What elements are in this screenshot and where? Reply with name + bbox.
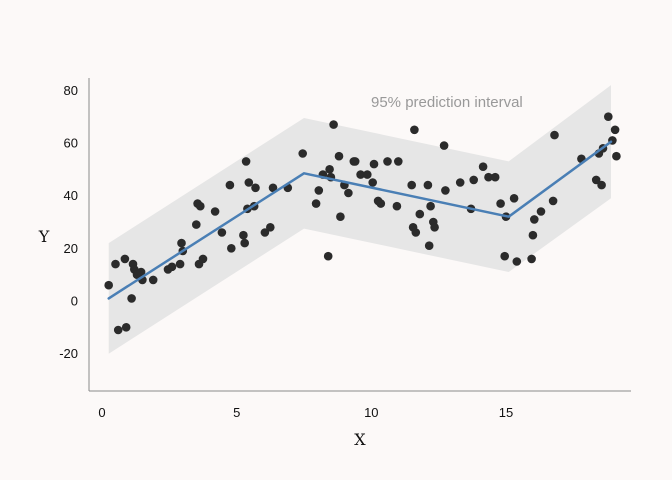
data-point: [478, 162, 488, 171]
data-point: [298, 149, 308, 158]
data-point: [369, 159, 379, 169]
data-point: [120, 254, 130, 264]
data-point: [148, 275, 158, 285]
data-point: [192, 220, 201, 229]
data-point: [113, 325, 123, 335]
data-point: [329, 120, 338, 129]
data-point: [536, 207, 546, 216]
data-point: [368, 178, 378, 187]
data-point: [314, 186, 324, 195]
data-point: [244, 178, 254, 187]
data-point: [356, 170, 365, 179]
data-point: [167, 262, 177, 272]
prediction-interval-annotation: 95% prediction interval: [371, 94, 523, 111]
data-point: [411, 228, 421, 237]
data-point: [423, 180, 433, 190]
data-point: [527, 254, 536, 264]
data-point: [350, 157, 360, 166]
data-point: [111, 259, 120, 269]
x-axis-title: X: [354, 430, 366, 449]
data-point: [227, 244, 236, 253]
data-points: [104, 112, 621, 335]
data-point: [336, 212, 345, 221]
data-point: [240, 238, 249, 248]
data-point: [177, 238, 186, 248]
data-point: [323, 251, 333, 261]
data-point: [407, 180, 417, 190]
y-axis-title: Y: [38, 227, 50, 246]
y-tick-label: -20: [59, 346, 78, 361]
data-point: [210, 207, 220, 216]
data-point: [530, 215, 539, 224]
data-point: [268, 183, 278, 193]
x-tick-label: 15: [499, 405, 513, 420]
data-point: [225, 180, 235, 190]
data-point: [548, 196, 558, 206]
data-point: [597, 180, 606, 190]
data-point: [509, 194, 519, 203]
y-tick-label: 60: [64, 136, 78, 151]
data-point: [239, 230, 248, 240]
data-point: [439, 141, 449, 150]
data-point: [127, 294, 136, 303]
data-point: [241, 157, 251, 166]
data-point: [430, 223, 439, 232]
data-point: [512, 257, 522, 266]
data-point: [383, 157, 392, 166]
data-point: [410, 125, 419, 135]
data-point: [266, 223, 275, 232]
data-point: [550, 130, 559, 140]
data-point: [334, 151, 344, 161]
data-point: [198, 254, 208, 264]
data-point: [251, 183, 260, 193]
data-point: [394, 157, 403, 166]
data-point: [612, 151, 621, 161]
y-tick-label: 80: [64, 83, 78, 98]
data-point: [441, 186, 450, 195]
data-point: [392, 201, 402, 211]
fit-line: [107, 140, 613, 300]
data-point: [490, 172, 500, 182]
data-point: [496, 199, 505, 208]
data-point: [415, 209, 425, 219]
data-point: [344, 188, 353, 198]
data-point: [500, 251, 510, 261]
data-point: [363, 170, 372, 179]
data-point: [426, 201, 435, 211]
data-point: [311, 199, 321, 208]
y-tick-label: 20: [64, 241, 78, 256]
data-point: [604, 112, 613, 121]
y-tick-label: 0: [71, 294, 78, 309]
prediction-interval-band: [108, 85, 611, 354]
data-point: [469, 175, 479, 185]
x-tick-label: 5: [233, 405, 240, 420]
data-point: [484, 172, 493, 182]
data-point: [260, 228, 270, 237]
data-point: [325, 165, 334, 174]
data-point: [104, 280, 113, 290]
data-point: [196, 201, 205, 211]
data-point: [455, 178, 465, 187]
x-tick-label: 10: [364, 405, 378, 420]
data-point: [175, 259, 185, 269]
data-point: [121, 323, 131, 332]
data-point: [424, 241, 434, 250]
x-tick-labels: 0 5 10 15: [98, 405, 513, 420]
data-point: [217, 228, 227, 237]
y-tick-label: 40: [64, 188, 78, 203]
x-tick-label: 0: [98, 405, 105, 420]
data-point: [528, 230, 538, 240]
data-point: [610, 125, 620, 135]
y-tick-labels: -20 0 20 40 60 80: [59, 83, 78, 361]
data-point: [591, 175, 601, 185]
data-point: [376, 199, 386, 208]
data-point: [136, 267, 146, 277]
